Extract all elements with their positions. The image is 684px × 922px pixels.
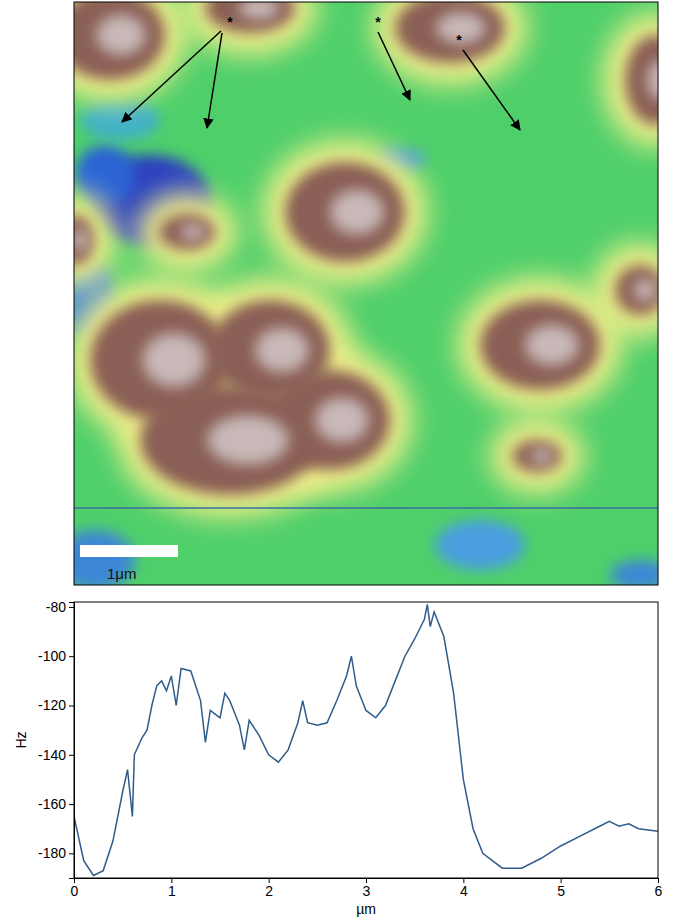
- arrow: [463, 50, 520, 130]
- tick: 5: [557, 878, 565, 899]
- profile-line: [74, 507, 658, 509]
- tick: -140: [38, 747, 74, 763]
- peak-region: [634, 279, 657, 302]
- tick-label: -160: [38, 796, 66, 812]
- halo: [263, 140, 427, 284]
- high-region: [74, 2, 165, 80]
- plot-area: [74, 604, 658, 875]
- annotation: *: [227, 14, 233, 30]
- halo: [373, 2, 527, 85]
- tick-mark: [69, 804, 74, 805]
- tick-label: -180: [38, 845, 66, 861]
- arrow: [122, 31, 221, 122]
- annotation: *: [456, 32, 462, 48]
- plot-frame: [74, 602, 658, 878]
- tick-label: 1: [168, 883, 176, 899]
- peak-region: [180, 224, 205, 240]
- peak-region: [208, 415, 289, 465]
- high-region: [395, 2, 505, 63]
- tick-mark: [69, 706, 74, 707]
- tick-label: -140: [38, 747, 66, 763]
- axis-line: [69, 603, 75, 879]
- image-frame: [74, 2, 658, 585]
- low-region: [435, 520, 525, 570]
- y-axis-title: Hz: [13, 731, 29, 748]
- peak-region: [143, 333, 206, 387]
- tick: -100: [38, 648, 74, 664]
- tick-label: -100: [38, 648, 66, 664]
- high-region: [74, 215, 94, 265]
- tick-label: -120: [38, 697, 66, 713]
- tick: 4: [460, 878, 468, 899]
- arrow: [378, 32, 410, 100]
- tick-mark: [69, 656, 74, 657]
- tick: 1: [168, 878, 176, 899]
- annotation: *: [375, 14, 381, 30]
- tick-mark: [69, 853, 74, 854]
- peak-region: [531, 449, 554, 463]
- low-region: [610, 560, 658, 585]
- high-region: [270, 370, 390, 470]
- tick: 3: [363, 878, 371, 899]
- tick-label: 6: [655, 883, 663, 899]
- high-region: [205, 2, 295, 33]
- scale-bar-label: 1μm: [107, 565, 136, 582]
- high-region: [480, 300, 600, 390]
- peak-region: [330, 190, 384, 235]
- peak-region: [239, 2, 280, 19]
- tick-label: 3: [363, 883, 371, 899]
- high-region: [285, 162, 405, 262]
- tick: 0: [71, 878, 79, 899]
- tick: 6: [655, 878, 663, 899]
- halo: [74, 2, 187, 102]
- tick-label: -80: [46, 599, 66, 615]
- x-axis: 0 1 2 3 4 5 6: [71, 878, 663, 899]
- line: [74, 604, 658, 875]
- peak-region: [525, 325, 579, 366]
- peak-region: [315, 398, 369, 443]
- x-axis-title: µm: [356, 901, 376, 917]
- halo: [603, 13, 658, 147]
- peak-region: [74, 229, 88, 252]
- tick-mark: [69, 607, 74, 608]
- tick: 2: [265, 878, 273, 899]
- y-axis: -180 -160 -140 -120 -100 -80: [38, 599, 75, 879]
- tick: -120: [38, 697, 74, 713]
- tick-label: 2: [265, 883, 273, 899]
- halo: [137, 192, 237, 272]
- figure: 1μm * * * 0 1 2 3 4 5 6 -180 -160 -140 -120 -100 -80 µm Hz: [0, 0, 684, 922]
- peak-region: [96, 15, 146, 56]
- image: [74, 2, 658, 585]
- tick: -80: [46, 599, 74, 615]
- arrow: [207, 33, 222, 128]
- low-region: [80, 100, 160, 140]
- high-region: [615, 265, 658, 315]
- scale-bar: [80, 545, 178, 557]
- high-region: [625, 35, 658, 125]
- tick-mark: [69, 755, 74, 756]
- high-region: [512, 440, 562, 472]
- tick-label: 0: [71, 883, 79, 899]
- tick: -180: [38, 845, 74, 861]
- high-region: [159, 214, 215, 250]
- halo: [490, 418, 584, 494]
- tick-label: 4: [460, 883, 468, 899]
- halo: [593, 243, 658, 337]
- halo: [74, 193, 116, 287]
- tick-label: 5: [557, 883, 565, 899]
- peak-region: [648, 60, 659, 101]
- tick: -160: [38, 796, 74, 812]
- peak-region: [255, 328, 309, 373]
